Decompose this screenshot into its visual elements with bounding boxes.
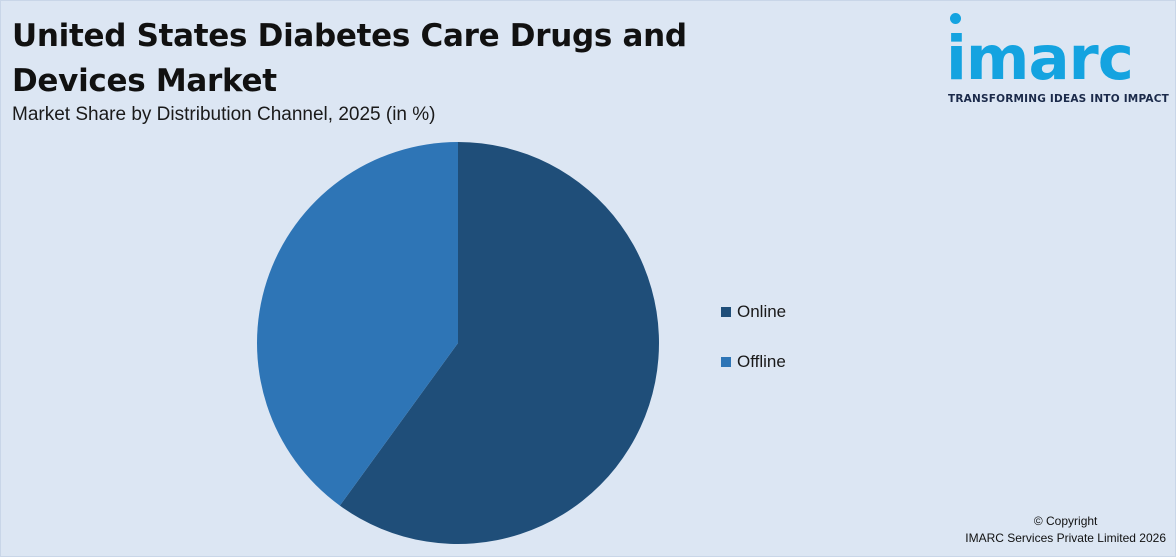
chart-legend: Online Offline xyxy=(721,300,786,400)
legend-label-offline: Offline xyxy=(737,352,786,371)
logo-dot-icon xyxy=(950,13,961,24)
pie-slice-offline xyxy=(257,142,458,506)
legend-swatch-online xyxy=(721,307,731,317)
copyright-line-2: IMARC Services Private Limited 2026 xyxy=(965,531,1166,545)
copyright-line-1: © Copyright xyxy=(1033,514,1098,528)
legend-item-offline: Offline xyxy=(721,350,786,374)
legend-label-online: Online xyxy=(737,302,787,321)
imarc-logo: imarc TRANSFORMING IDEAS INTO IMPACT xyxy=(946,10,1172,110)
copyright-notice: © Copyright IMARC Services Private Limit… xyxy=(965,513,1166,547)
chart-subtitle: Market Share by Distribution Channel, 20… xyxy=(12,104,436,125)
pie-slice-online xyxy=(339,142,660,545)
chart-title: United States Diabetes Care Drugs and De… xyxy=(12,18,687,99)
legend-item-online: Online xyxy=(721,300,786,324)
logo-wordmark: imarc xyxy=(946,23,1134,94)
legend-swatch-offline xyxy=(721,357,731,367)
logo-tagline: TRANSFORMING IDEAS INTO IMPACT xyxy=(948,93,1169,105)
